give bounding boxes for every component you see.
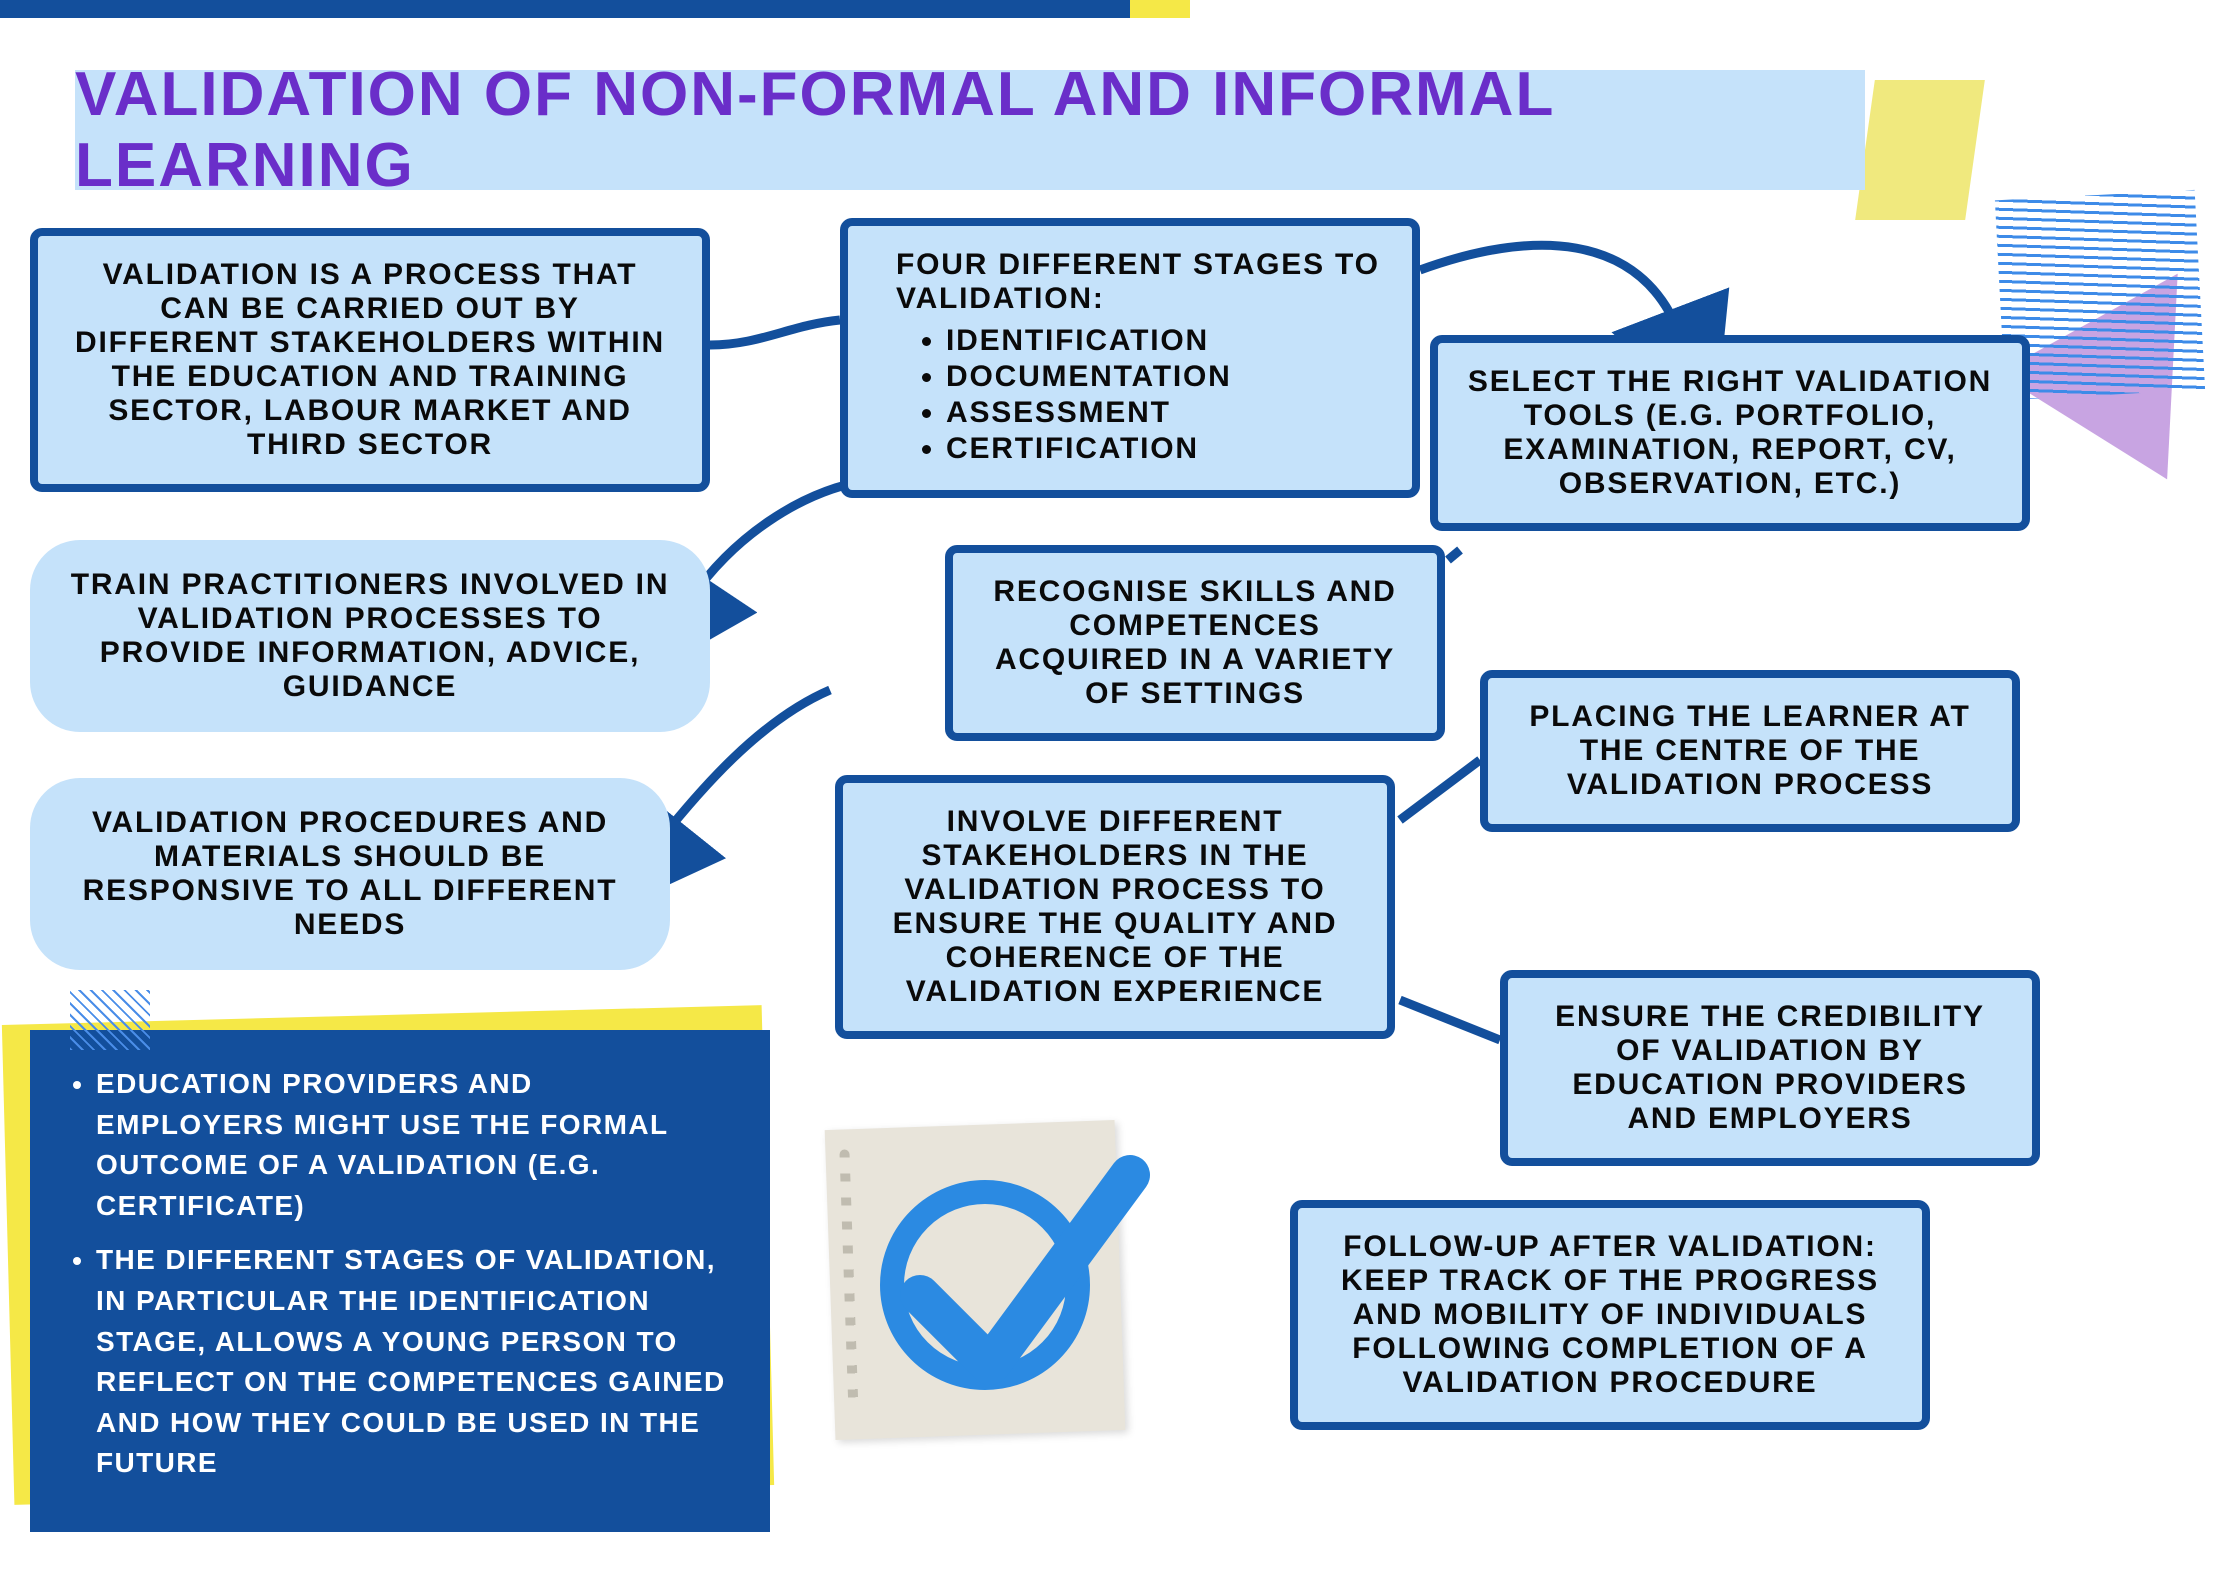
dark-box-list: EDUCATION PROVIDERS AND EMPLOYERS MIGHT … — [88, 1064, 730, 1484]
cloud-train: TRAIN PRACTITIONERS INVOLVED IN VALIDATI… — [30, 540, 710, 732]
stage-item: ASSESSMENT — [946, 396, 1384, 430]
stage-item: DOCUMENTATION — [946, 360, 1384, 394]
box-stages-list: IDENTIFICATION DOCUMENTATION ASSESSMENT … — [896, 324, 1384, 466]
stage-item: CERTIFICATION — [946, 432, 1384, 466]
box-involve-text: INVOLVE DIFFERENT STAKEHOLDERS IN THE VA… — [871, 805, 1359, 1009]
title-band: VALIDATION OF NON-FORMAL AND INFORMAL LE… — [75, 70, 1865, 190]
box-stages-header: FOUR DIFFERENT STAGES TO VALIDATION: — [896, 248, 1384, 316]
checkmark-icon — [880, 1120, 1160, 1420]
box-centre-text: PLACING THE LEARNER AT THE CENTRE OF THE… — [1516, 700, 1984, 802]
box-intro-text: VALIDATION IS A PROCESS THAT CAN BE CARR… — [66, 258, 674, 462]
page-title: VALIDATION OF NON-FORMAL AND INFORMAL LE… — [75, 59, 1865, 201]
cloud-train-text: TRAIN PRACTITIONERS INVOLVED IN VALIDATI… — [66, 568, 674, 704]
scribble-corner-decor — [70, 990, 150, 1050]
box-centre: PLACING THE LEARNER AT THE CENTRE OF THE… — [1480, 670, 2020, 832]
box-credibility-text: ENSURE THE CREDIBILITY OF VALIDATION BY … — [1536, 1000, 2004, 1136]
dark-box: EDUCATION PROVIDERS AND EMPLOYERS MIGHT … — [30, 1030, 770, 1532]
cloud-responsive: VALIDATION PROCEDURES AND MATERIALS SHOU… — [30, 778, 670, 970]
box-involve: INVOLVE DIFFERENT STAKEHOLDERS IN THE VA… — [835, 775, 1395, 1039]
box-credibility: ENSURE THE CREDIBILITY OF VALIDATION BY … — [1500, 970, 2040, 1166]
box-recognise: RECOGNISE SKILLS AND COMPETENCES ACQUIRE… — [945, 545, 1445, 741]
box-recognise-text: RECOGNISE SKILLS AND COMPETENCES ACQUIRE… — [981, 575, 1409, 711]
box-followup: FOLLOW-UP AFTER VALIDATION: KEEP TRACK O… — [1290, 1200, 1930, 1430]
cloud-responsive-text: VALIDATION PROCEDURES AND MATERIALS SHOU… — [66, 806, 634, 942]
box-followup-text: FOLLOW-UP AFTER VALIDATION: KEEP TRACK O… — [1326, 1230, 1894, 1400]
box-tools-text: SELECT THE RIGHT VALIDATION TOOLS (E.G. … — [1466, 365, 1994, 501]
stage-item: IDENTIFICATION — [946, 324, 1384, 358]
box-tools: SELECT THE RIGHT VALIDATION TOOLS (E.G. … — [1430, 335, 2030, 531]
dark-bullet: EDUCATION PROVIDERS AND EMPLOYERS MIGHT … — [96, 1064, 730, 1226]
yellow-tab-decor — [1855, 80, 1985, 220]
box-stages: FOUR DIFFERENT STAGES TO VALIDATION: IDE… — [840, 218, 1420, 498]
top-bar-accent — [0, 0, 1130, 18]
dark-bullet: THE DIFFERENT STAGES OF VALIDATION, IN P… — [96, 1240, 730, 1484]
box-intro: VALIDATION IS A PROCESS THAT CAN BE CARR… — [30, 228, 710, 492]
top-yellow-accent — [1130, 0, 1190, 18]
